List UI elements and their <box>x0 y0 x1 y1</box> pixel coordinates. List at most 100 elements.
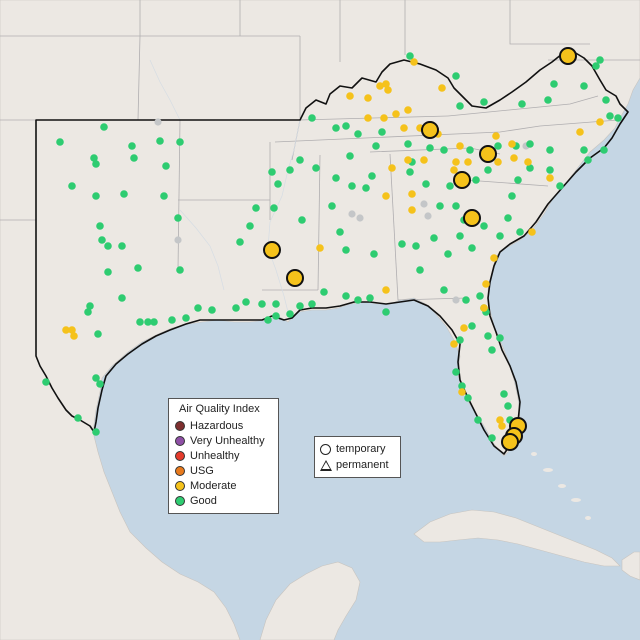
monitor-good[interactable] <box>252 204 260 212</box>
monitor-moderate[interactable] <box>498 422 506 430</box>
monitor-moderate[interactable] <box>62 326 70 334</box>
monitor-good[interactable] <box>56 138 64 146</box>
monitor-good[interactable] <box>468 322 476 330</box>
monitor-good[interactable] <box>440 286 448 294</box>
monitor-good[interactable] <box>500 390 508 398</box>
monitor-good[interactable] <box>168 316 176 324</box>
monitor-moderate[interactable] <box>408 206 416 214</box>
monitor-good[interactable] <box>456 232 464 240</box>
monitor-good[interactable] <box>298 216 306 224</box>
monitor-moderate[interactable] <box>70 332 78 340</box>
monitor-good[interactable] <box>422 180 430 188</box>
monitor-good[interactable] <box>370 250 378 258</box>
monitor-no-data[interactable] <box>154 118 162 126</box>
monitor-good[interactable] <box>480 98 488 106</box>
monitor-good[interactable] <box>336 228 344 236</box>
monitor-good[interactable] <box>476 292 484 300</box>
monitor-moderate[interactable] <box>316 244 324 252</box>
monitor-good[interactable] <box>272 300 280 308</box>
monitor-good[interactable] <box>382 308 390 316</box>
monitor-good[interactable] <box>272 312 280 320</box>
monitor-good[interactable] <box>446 182 454 190</box>
monitor-good[interactable] <box>600 146 608 154</box>
monitor-moderate-temporary[interactable] <box>463 209 481 227</box>
monitor-good[interactable] <box>372 142 380 150</box>
monitor-good[interactable] <box>84 308 92 316</box>
monitor-good[interactable] <box>90 154 98 162</box>
monitor-good[interactable] <box>118 294 126 302</box>
monitor-good[interactable] <box>42 378 50 386</box>
monitor-good[interactable] <box>496 232 504 240</box>
monitor-good[interactable] <box>508 192 516 200</box>
monitor-moderate[interactable] <box>546 174 554 182</box>
monitor-good[interactable] <box>466 146 474 154</box>
monitor-moderate[interactable] <box>456 142 464 150</box>
monitor-moderate[interactable] <box>576 128 584 136</box>
monitor-good[interactable] <box>516 228 524 236</box>
monitor-good[interactable] <box>182 314 190 322</box>
monitor-good[interactable] <box>464 394 472 402</box>
monitor-good[interactable] <box>550 80 558 88</box>
monitor-good[interactable] <box>468 244 476 252</box>
monitor-good[interactable] <box>452 368 460 376</box>
monitor-moderate[interactable] <box>382 192 390 200</box>
monitor-moderate[interactable] <box>392 110 400 118</box>
monitor-good[interactable] <box>130 154 138 162</box>
monitor-good[interactable] <box>602 96 610 104</box>
monitor-good[interactable] <box>456 336 464 344</box>
monitor-good[interactable] <box>444 250 452 258</box>
monitor-good[interactable] <box>546 166 554 174</box>
monitor-moderate[interactable] <box>364 114 372 122</box>
monitor-good[interactable] <box>92 160 100 168</box>
monitor-good[interactable] <box>368 172 376 180</box>
monitor-good[interactable] <box>474 416 482 424</box>
monitor-moderate[interactable] <box>528 228 536 236</box>
monitor-good[interactable] <box>232 304 240 312</box>
monitor-good[interactable] <box>136 318 144 326</box>
monitor-good[interactable] <box>436 202 444 210</box>
monitor-good[interactable] <box>606 112 614 120</box>
monitor-no-data[interactable] <box>452 296 460 304</box>
monitor-moderate[interactable] <box>438 84 446 92</box>
monitor-good[interactable] <box>96 222 104 230</box>
monitor-good[interactable] <box>580 146 588 154</box>
monitor-good[interactable] <box>74 414 82 422</box>
monitor-good[interactable] <box>128 142 136 150</box>
monitor-good[interactable] <box>332 124 340 132</box>
monitor-good[interactable] <box>92 192 100 200</box>
monitor-good[interactable] <box>526 140 534 148</box>
monitor-good[interactable] <box>354 296 362 304</box>
monitor-good[interactable] <box>296 156 304 164</box>
monitor-moderate[interactable] <box>384 86 392 94</box>
monitor-good[interactable] <box>134 264 142 272</box>
monitor-moderate[interactable] <box>382 80 390 88</box>
monitor-good[interactable] <box>270 204 278 212</box>
monitor-good[interactable] <box>68 182 76 190</box>
monitor-good[interactable] <box>580 82 588 90</box>
monitor-moderate[interactable] <box>464 158 472 166</box>
monitor-moderate[interactable] <box>496 416 504 424</box>
monitor-moderate[interactable] <box>408 190 416 198</box>
monitor-good[interactable] <box>286 310 294 318</box>
monitor-good[interactable] <box>488 434 496 442</box>
monitor-good[interactable] <box>242 298 250 306</box>
monitor-moderate[interactable] <box>492 132 500 140</box>
monitor-good[interactable] <box>264 316 272 324</box>
monitor-good[interactable] <box>546 146 554 154</box>
monitor-good[interactable] <box>94 330 102 338</box>
monitor-good[interactable] <box>120 190 128 198</box>
monitor-moderate[interactable] <box>68 326 76 334</box>
monitor-moderate[interactable] <box>450 166 458 174</box>
monitor-moderate[interactable] <box>450 340 458 348</box>
monitor-moderate[interactable] <box>382 286 390 294</box>
monitor-moderate[interactable] <box>490 254 498 262</box>
monitor-good[interactable] <box>312 164 320 172</box>
monitor-moderate[interactable] <box>404 106 412 114</box>
monitor-good[interactable] <box>86 302 94 310</box>
monitor-good[interactable] <box>96 380 104 388</box>
monitor-moderate[interactable] <box>404 156 412 164</box>
monitor-good[interactable] <box>488 346 496 354</box>
monitor-moderate[interactable] <box>460 324 468 332</box>
monitor-no-data[interactable] <box>424 212 432 220</box>
monitor-moderate-temporary[interactable] <box>286 269 304 287</box>
